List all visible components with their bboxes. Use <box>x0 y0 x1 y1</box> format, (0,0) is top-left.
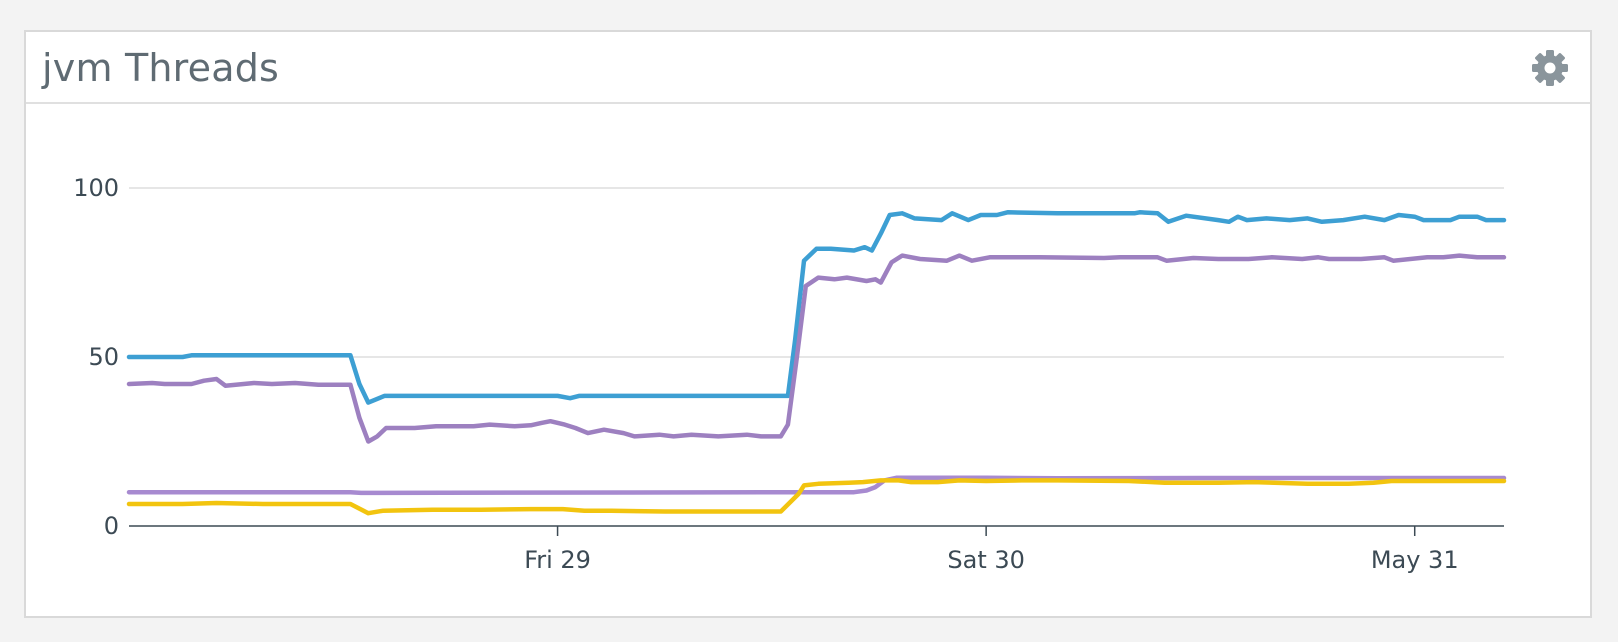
grid-lines <box>129 187 1504 358</box>
axes <box>129 525 1504 536</box>
x-tick-label: Sat 30 <box>947 546 1025 574</box>
y-tick-label: 50 <box>88 343 119 371</box>
series-lines <box>126 210 1507 516</box>
tick-labels: 0 50 100 Fri 29 Sat 30 May 31 <box>73 174 1458 574</box>
series-line-3 <box>126 475 1507 496</box>
widget-title: jvm Threads <box>42 46 280 90</box>
x-tick-label: May 31 <box>1371 546 1459 574</box>
y-tick-label: 0 <box>104 512 119 540</box>
widget-header: jvm Threads <box>26 32 1590 104</box>
line-chart: 0 50 100 Fri 29 Sat 30 May 31 <box>73 174 1507 574</box>
gear-icon[interactable] <box>1530 48 1570 88</box>
y-tick-label: 100 <box>73 174 119 202</box>
series-line-4 <box>126 478 1507 516</box>
series-line-1 <box>126 210 1507 405</box>
jvm-threads-widget: jvm Threads 0 50 100 Fri 29 Sat 30 May 31 <box>24 30 1592 618</box>
x-tick-label: Fri 29 <box>524 546 591 574</box>
series-line-2 <box>126 253 1507 444</box>
